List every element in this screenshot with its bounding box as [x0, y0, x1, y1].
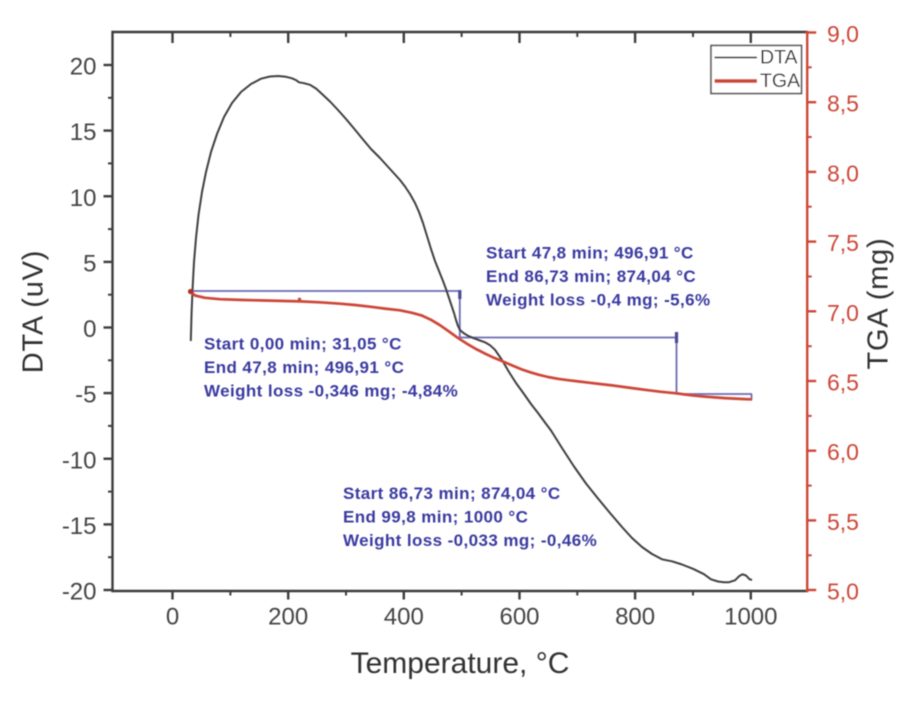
svg-text:20: 20 — [70, 54, 97, 81]
svg-text:DTA: DTA — [760, 47, 798, 69]
svg-text:0: 0 — [83, 316, 96, 343]
svg-text:Start 86,73 min; 874,04 °C: Start 86,73 min; 874,04 °C — [343, 484, 561, 503]
svg-text:DTA (uV): DTA (uV) — [18, 250, 50, 374]
svg-text:6,0: 6,0 — [827, 439, 859, 465]
svg-text:800: 800 — [615, 604, 655, 631]
svg-text:10: 10 — [70, 185, 97, 212]
svg-text:End 47,8 min; 496,91 °C: End 47,8 min; 496,91 °C — [204, 358, 404, 377]
svg-text:Weight loss -0,346 mg; -4,84%: Weight loss -0,346 mg; -4,84% — [204, 381, 458, 400]
svg-text:0: 0 — [166, 604, 179, 631]
svg-text:TGA (mg): TGA (mg) — [863, 237, 895, 369]
svg-text:Start 0,00 min; 31,05 °C: Start 0,00 min; 31,05 °C — [204, 335, 402, 354]
svg-text:7,0: 7,0 — [827, 300, 859, 326]
svg-text:6,5: 6,5 — [827, 370, 859, 396]
svg-text:End 86,73 min; 874,04 °C: End 86,73 min; 874,04 °C — [486, 267, 696, 286]
svg-text:8,5: 8,5 — [827, 91, 859, 117]
svg-text:Weight loss -0,4 mg; -5,6%: Weight loss -0,4 mg; -5,6% — [486, 291, 711, 310]
svg-text:600: 600 — [499, 604, 539, 631]
svg-text:Weight loss -0,033 mg; -0,46%: Weight loss -0,033 mg; -0,46% — [343, 531, 597, 550]
svg-text:15: 15 — [70, 119, 97, 146]
svg-text:TGA: TGA — [760, 70, 800, 92]
svg-text:End 99,8 min; 1000 °C: End 99,8 min; 1000 °C — [343, 508, 528, 527]
svg-text:1000: 1000 — [724, 604, 777, 631]
svg-text:-15: -15 — [62, 513, 97, 540]
svg-text:Start 47,8 min; 496,91 °C: Start 47,8 min; 496,91 °C — [486, 244, 694, 263]
svg-text:5: 5 — [83, 250, 96, 277]
svg-text:7,5: 7,5 — [827, 230, 859, 256]
svg-text:5,0: 5,0 — [827, 579, 859, 605]
svg-text:8,0: 8,0 — [827, 160, 859, 186]
svg-text:9,0: 9,0 — [827, 21, 859, 47]
svg-text:-20: -20 — [62, 579, 97, 606]
svg-text:Temperature, °C: Temperature, °C — [351, 647, 570, 680]
svg-text:-10: -10 — [62, 447, 97, 474]
svg-text:-5: -5 — [75, 382, 96, 409]
svg-text:400: 400 — [384, 604, 424, 631]
svg-text:5,5: 5,5 — [827, 509, 859, 535]
svg-text:200: 200 — [268, 604, 308, 631]
